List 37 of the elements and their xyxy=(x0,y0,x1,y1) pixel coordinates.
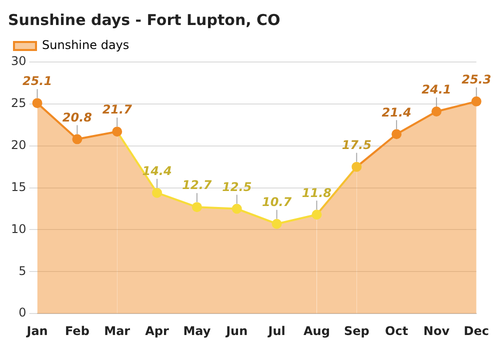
data-label: 11.8 xyxy=(302,186,332,200)
point xyxy=(392,129,402,140)
point xyxy=(72,134,82,144)
data-label: 25.3 xyxy=(462,72,492,87)
data-label: 10.7 xyxy=(262,194,292,209)
data-label: 21.4 xyxy=(382,105,412,120)
x-tick-label: Apr xyxy=(145,324,170,338)
x-tick-label: Sep xyxy=(344,324,370,338)
y-tick-label: 10 xyxy=(10,222,26,236)
x-tick-label: Aug xyxy=(304,324,330,338)
chart-title: Sunshine days - Fort Lupton, CO xyxy=(8,10,280,29)
y-tick-label: 0 xyxy=(18,306,26,320)
legend-label: Sunshine days xyxy=(42,38,130,52)
data-label: 17.5 xyxy=(342,138,372,152)
data-label: 12.7 xyxy=(182,178,212,192)
x-tick-label: Jan xyxy=(26,324,48,338)
data-label: 20.8 xyxy=(62,110,92,124)
y-tick-label: 30 xyxy=(10,54,26,68)
data-label: 25.1 xyxy=(22,74,52,88)
y-tick-label: 20 xyxy=(10,138,26,152)
x-tick-label: Jul xyxy=(267,324,286,338)
x-tick-label: May xyxy=(183,324,211,338)
x-tick-label: Feb xyxy=(64,324,90,338)
data-label: 21.7 xyxy=(102,102,133,117)
point xyxy=(431,106,442,116)
data-label: 12.5 xyxy=(222,180,252,194)
x-tick-label: Dec xyxy=(464,324,490,338)
y-tick-label: 15 xyxy=(10,180,26,194)
y-tick-label: 25 xyxy=(10,96,26,110)
x-tick-label: Nov xyxy=(423,324,450,338)
y-tick-label: 5 xyxy=(18,264,26,278)
point xyxy=(32,98,42,108)
data-label: 24.1 xyxy=(422,82,452,97)
x-tick-label: Mar xyxy=(104,324,130,338)
point xyxy=(471,96,482,106)
x-tick-label: Jun xyxy=(225,324,248,338)
x-tick-label: Oct xyxy=(385,324,408,338)
